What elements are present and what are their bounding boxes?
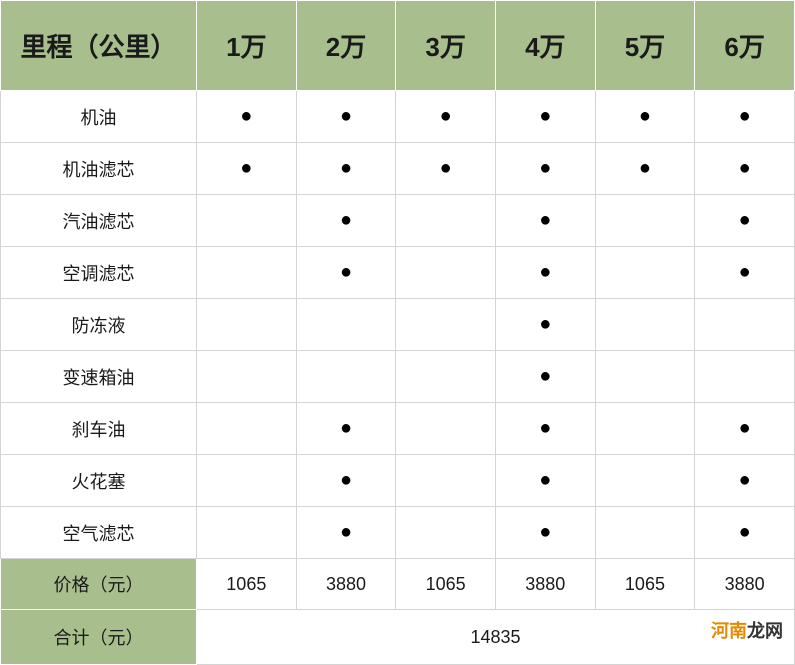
mark-cell — [396, 247, 496, 299]
mark-cell — [396, 455, 496, 507]
price-5: 1065 — [595, 559, 695, 610]
item-label: 机油滤芯 — [1, 143, 197, 195]
mark-cell — [396, 507, 496, 559]
mark-cell — [695, 299, 795, 351]
mark-cell: ● — [595, 143, 695, 195]
mark-cell: ● — [296, 403, 396, 455]
mark-cell: ● — [595, 91, 695, 143]
item-label: 刹车油 — [1, 403, 197, 455]
watermark-part-a: 河南 — [711, 621, 747, 641]
col-5: 5万 — [595, 1, 695, 91]
item-label: 空调滤芯 — [1, 247, 197, 299]
col-6: 6万 — [695, 1, 795, 91]
watermark: 河南龙网 — [711, 617, 783, 643]
table-row: 刹车油 ● ● ● — [1, 403, 795, 455]
mark-cell — [296, 351, 396, 403]
watermark-part-b: 龙网 — [747, 621, 783, 641]
mark-cell: ● — [695, 91, 795, 143]
mark-cell: ● — [296, 247, 396, 299]
mark-cell: ● — [197, 143, 297, 195]
mark-cell — [595, 351, 695, 403]
mark-cell: ● — [495, 247, 595, 299]
mileage-header: 里程（公里） — [1, 1, 197, 91]
price-3: 1065 — [396, 559, 496, 610]
mark-cell: ● — [296, 143, 396, 195]
mark-cell — [197, 299, 297, 351]
price-2: 3880 — [296, 559, 396, 610]
table-row: 机油滤芯●●●●●● — [1, 143, 795, 195]
col-1: 1万 — [197, 1, 297, 91]
mark-cell — [396, 403, 496, 455]
total-row: 合计（元） 14835 — [1, 610, 795, 665]
mark-cell: ● — [296, 507, 396, 559]
header-row: 里程（公里） 1万 2万 3万 4万 5万 6万 — [1, 1, 795, 91]
price-label: 价格（元） — [1, 559, 197, 610]
mark-cell: ● — [495, 403, 595, 455]
mark-cell — [595, 507, 695, 559]
mark-cell: ● — [695, 455, 795, 507]
col-2: 2万 — [296, 1, 396, 91]
mark-cell: ● — [495, 299, 595, 351]
item-label: 空气滤芯 — [1, 507, 197, 559]
mark-cell: ● — [695, 247, 795, 299]
maintenance-table: 里程（公里） 1万 2万 3万 4万 5万 6万 机油●●●●●●机油滤芯●●●… — [0, 0, 795, 665]
price-row: 价格（元） 1065 3880 1065 3880 1065 3880 — [1, 559, 795, 610]
mark-cell: ● — [296, 91, 396, 143]
price-1: 1065 — [197, 559, 297, 610]
mark-cell: ● — [695, 507, 795, 559]
mark-cell: ● — [495, 91, 595, 143]
item-label: 变速箱油 — [1, 351, 197, 403]
mark-cell: ● — [495, 507, 595, 559]
mark-cell: ● — [197, 91, 297, 143]
mark-cell — [595, 195, 695, 247]
total-value: 14835 — [197, 610, 795, 665]
mark-cell — [595, 455, 695, 507]
mark-cell — [197, 403, 297, 455]
item-label: 机油 — [1, 91, 197, 143]
table-row: 汽油滤芯 ● ● ● — [1, 195, 795, 247]
mark-cell: ● — [495, 351, 595, 403]
mark-cell — [595, 299, 695, 351]
mark-cell: ● — [296, 455, 396, 507]
mark-cell — [695, 351, 795, 403]
mark-cell — [197, 195, 297, 247]
mark-cell: ● — [495, 455, 595, 507]
mark-cell — [197, 351, 297, 403]
item-label: 防冻液 — [1, 299, 197, 351]
mark-cell: ● — [495, 143, 595, 195]
mark-cell — [197, 247, 297, 299]
mark-cell: ● — [695, 195, 795, 247]
table-row: 空调滤芯 ● ● ● — [1, 247, 795, 299]
mark-cell: ● — [495, 195, 595, 247]
mark-cell — [595, 403, 695, 455]
mark-cell — [396, 351, 496, 403]
mark-cell: ● — [396, 91, 496, 143]
col-4: 4万 — [495, 1, 595, 91]
total-label: 合计（元） — [1, 610, 197, 665]
item-label: 火花塞 — [1, 455, 197, 507]
table-row: 火花塞 ● ● ● — [1, 455, 795, 507]
mark-cell: ● — [695, 403, 795, 455]
mark-cell — [396, 195, 496, 247]
mark-cell — [197, 455, 297, 507]
col-3: 3万 — [396, 1, 496, 91]
mark-cell — [296, 299, 396, 351]
table-row: 防冻液 ● — [1, 299, 795, 351]
mark-cell — [396, 299, 496, 351]
mark-cell: ● — [296, 195, 396, 247]
table-row: 空气滤芯 ● ● ● — [1, 507, 795, 559]
mark-cell — [595, 247, 695, 299]
table-row: 机油●●●●●● — [1, 91, 795, 143]
mark-cell: ● — [396, 143, 496, 195]
table-row: 变速箱油 ● — [1, 351, 795, 403]
price-6: 3880 — [695, 559, 795, 610]
item-label: 汽油滤芯 — [1, 195, 197, 247]
price-4: 3880 — [495, 559, 595, 610]
mark-cell — [197, 507, 297, 559]
mark-cell: ● — [695, 143, 795, 195]
